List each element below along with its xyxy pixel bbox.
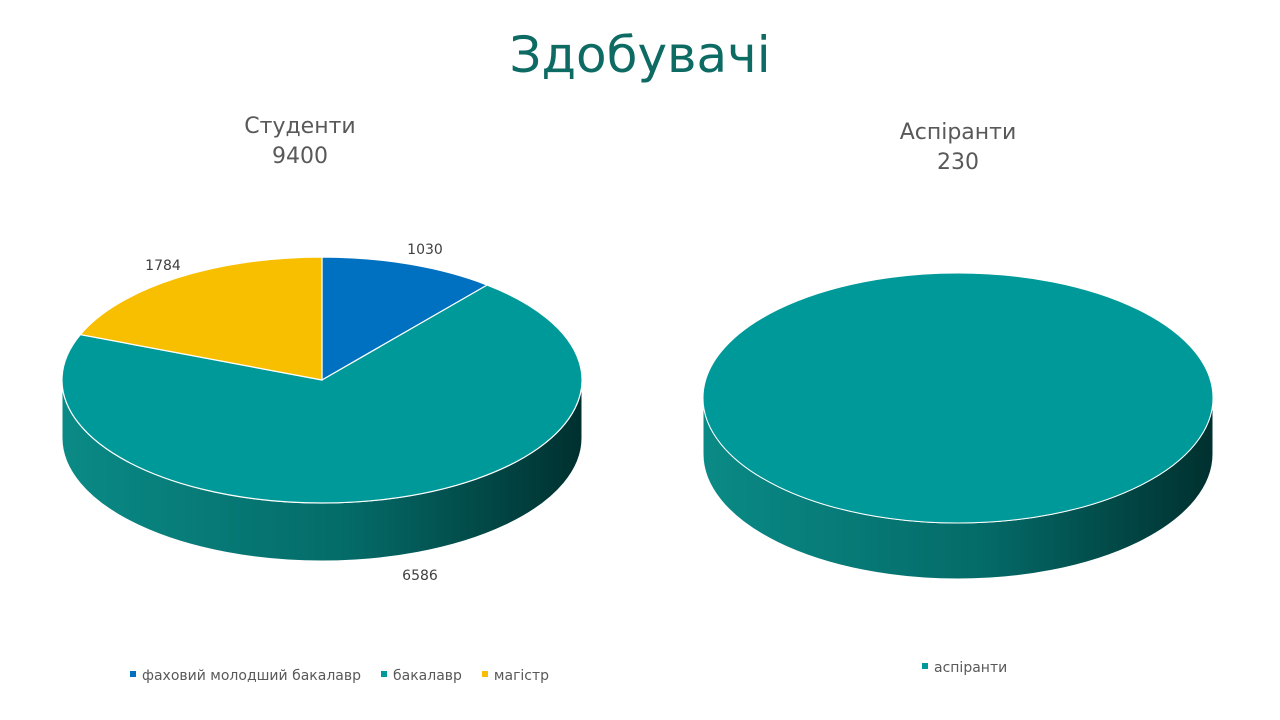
pie-slice-postgrads-1 <box>702 272 1214 524</box>
legend-item: магістр <box>481 668 550 684</box>
legend-label: аспіранти <box>934 660 1008 676</box>
legend-label: фаховий молодший бакалавр <box>142 668 361 684</box>
legend-swatch <box>381 671 387 677</box>
legend-swatch <box>481 671 488 677</box>
legend-item: фаховий молодший бакалавр <box>130 668 361 684</box>
pie-slice-students-3 <box>79 256 323 381</box>
students-chart-title-text: Студенти <box>244 114 356 139</box>
postgrads-chart-title-text: Аспіранти <box>899 120 1017 145</box>
pie-slice-students-1 <box>321 256 489 382</box>
legend-item: бакалавр <box>381 668 462 684</box>
data-label-3: 1784 <box>145 258 181 274</box>
page-title: Здобувачі <box>509 26 771 84</box>
pie-slice-students-2 <box>61 284 583 504</box>
students-legend: фаховий молодший бакалавр бакалавр магістр <box>130 668 549 684</box>
data-label-2: 6586 <box>402 568 438 584</box>
legend-label: бакалавр <box>393 668 462 684</box>
postgrads-chart-title: Аспіранти 230 <box>808 118 1108 178</box>
students-chart-title: Студенти 9400 <box>150 112 450 172</box>
data-label-1: 1030 <box>407 242 443 258</box>
students-chart-total: 9400 <box>272 144 328 169</box>
postgrads-chart-total: 230 <box>937 150 979 175</box>
legend-item: аспіранти <box>922 660 1007 676</box>
students-pie: 1030 6586 1784 <box>61 242 583 584</box>
postgrads-legend: аспіранти <box>922 660 1007 676</box>
legend-swatch <box>922 663 928 669</box>
postgrads-pie <box>702 272 1214 580</box>
legend-label: магістр <box>493 668 550 684</box>
legend-swatch <box>130 671 136 677</box>
